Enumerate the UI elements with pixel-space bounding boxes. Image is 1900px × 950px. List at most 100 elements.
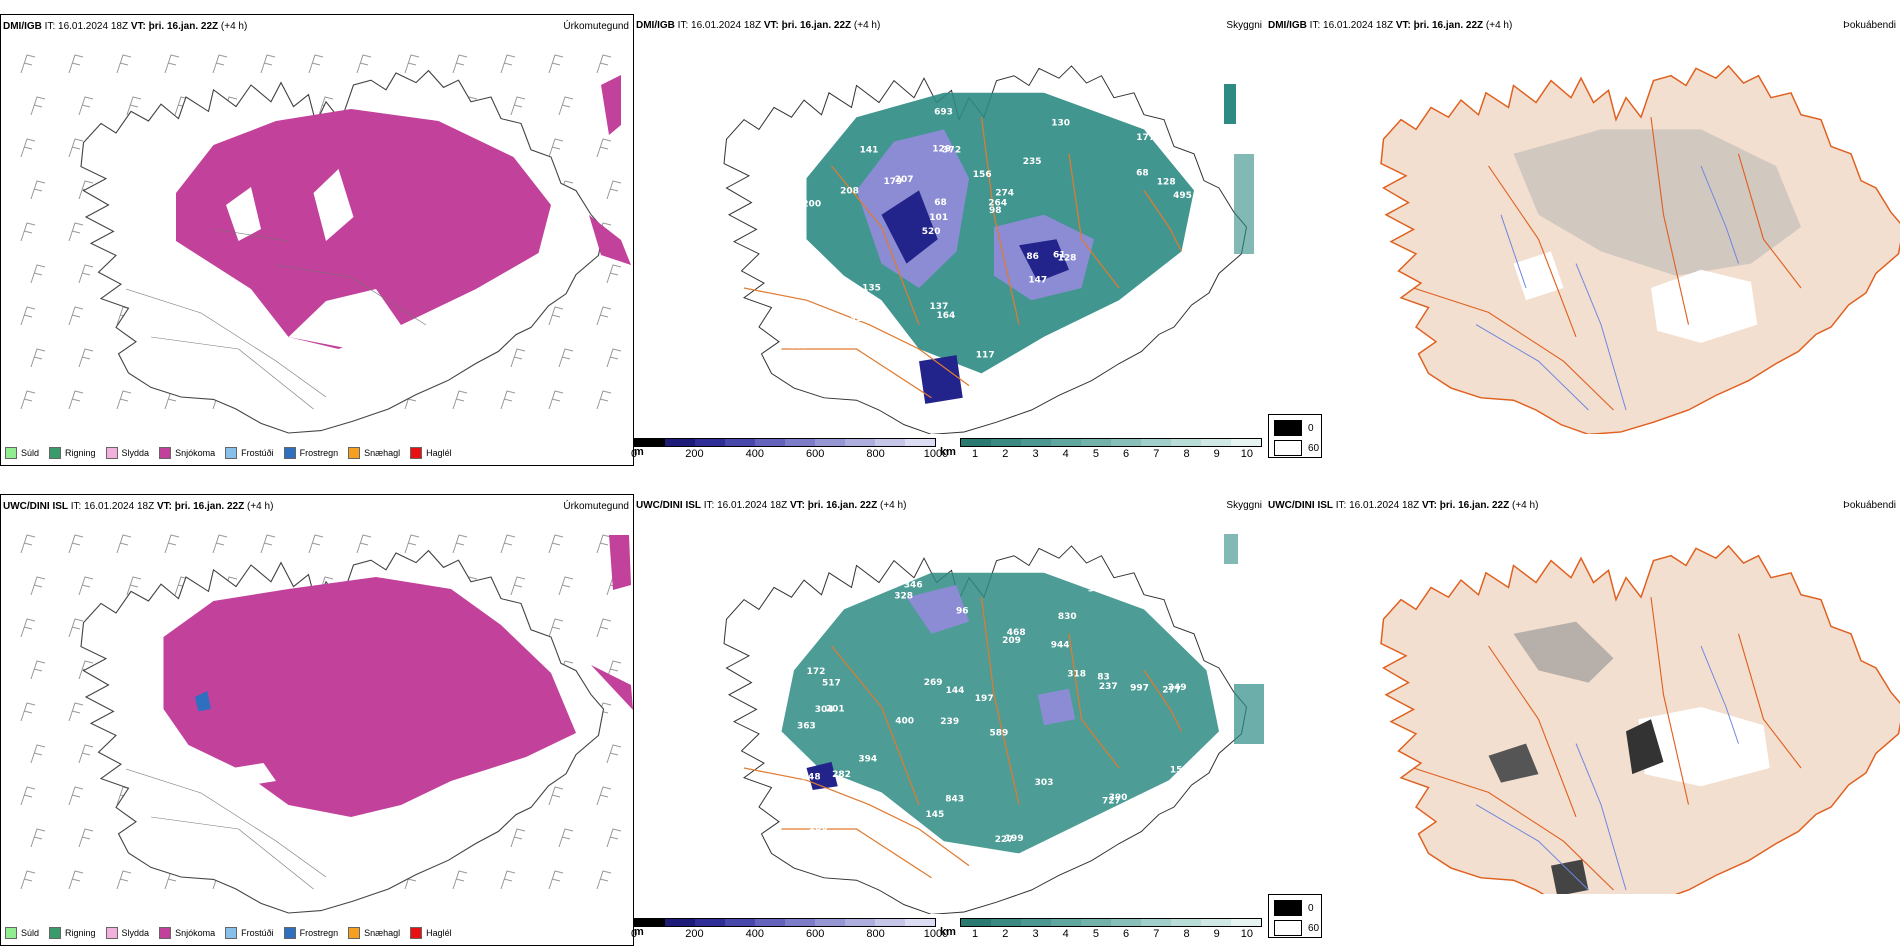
scale-segment — [1051, 439, 1081, 446]
scale-segment — [905, 919, 935, 926]
legend-swatch — [283, 447, 296, 459]
scale-tick: 1000 — [923, 448, 949, 460]
ceiling-value-label: 207 — [895, 175, 914, 185]
ceiling-value-label: 98 — [989, 206, 1002, 216]
ceiling-value-label: 853 — [786, 325, 805, 335]
ceiling-value-label: 372 — [942, 145, 961, 155]
ceiling-value-label: 128 — [1058, 254, 1077, 264]
ceiling-value-label: 197 — [975, 694, 994, 704]
scale-tick: 9 — [1213, 928, 1220, 940]
panel-title: UWC/DINI ISL IT: 16.01.2024 18Z VT: þri.… — [1268, 500, 1539, 511]
scale-segment — [875, 919, 905, 926]
scale-segment — [1171, 919, 1201, 926]
legend-item: Frostúði — [225, 927, 274, 939]
panel-precip-type-bottom: UWC/DINI ISL IT: 16.01.2024 18Z VT: þri.… — [0, 494, 634, 946]
fog-legend-bottom: 0 60 — [1268, 894, 1322, 938]
scale-segment — [1111, 439, 1141, 446]
scale-segment — [725, 919, 755, 926]
panel-name: Úrkomutegund — [563, 501, 629, 512]
scale-tick: 3 — [1032, 928, 1039, 940]
wind-barb — [308, 534, 324, 554]
ceiling-value-label: 313 — [850, 314, 869, 324]
legend-item: Súld — [5, 447, 39, 459]
wind-barb — [452, 534, 468, 554]
snow-area — [163, 577, 576, 817]
ceiling-value-label: 101 — [929, 213, 948, 223]
scale-tick: 0 — [630, 928, 638, 940]
snow-area — [176, 109, 551, 349]
wind-barb — [78, 828, 94, 848]
ceiling-value-label: 249 — [1168, 683, 1187, 693]
scale-tick: 4 — [1062, 928, 1069, 940]
wind-barb — [20, 222, 36, 242]
wind-barb — [30, 348, 46, 368]
fog-legend-top: 0 60 — [1268, 414, 1322, 458]
legend-item: Frostúði — [225, 447, 274, 459]
ceiling-labels: 346 830 277 239 589 201 241 944 363 209 197 186 328 4… — [781, 580, 1189, 845]
wind-barb — [30, 660, 46, 680]
wind-barb — [606, 744, 622, 764]
wind-barb — [510, 576, 526, 596]
scale-segment — [665, 919, 695, 926]
wind-barb — [164, 534, 180, 554]
wind-barb — [308, 54, 324, 74]
ceiling-value-label: 282 — [832, 770, 851, 780]
legend-label: Frostregn — [299, 448, 339, 458]
ceiling-value-label: 495 — [1173, 191, 1192, 201]
ceiling-unit: m — [634, 446, 644, 458]
ceiling-value-label: 208 — [840, 186, 859, 196]
scale-segment — [1231, 439, 1261, 446]
wind-barb — [500, 870, 516, 890]
ceiling-value-label: 394 — [858, 754, 877, 764]
legend-item: Rigning — [49, 927, 96, 939]
scale-tick: 0 — [630, 448, 638, 460]
scale-tick: 1000 — [923, 928, 949, 940]
wind-barb — [212, 54, 228, 74]
wind-barb — [500, 54, 516, 74]
scale-tick: 600 — [806, 928, 825, 940]
wind-barb — [558, 576, 574, 596]
scale-tick: 1 — [972, 928, 979, 940]
map-fog-top — [1380, 65, 1900, 434]
legend-label: Frostúði — [241, 928, 274, 938]
wind-barb — [78, 744, 94, 764]
panel-name: Þokuábendi — [1843, 500, 1896, 511]
scale-segment — [1171, 439, 1201, 446]
ceiling-value-label: 269 — [924, 678, 943, 688]
wind-barb — [20, 54, 36, 74]
panel-fog-bottom: UWC/DINI ISL IT: 16.01.2024 18Z VT: þri.… — [1266, 494, 1900, 894]
map-precip-top — [20, 54, 631, 434]
wind-barb — [500, 534, 516, 554]
legend-label: Súld — [21, 928, 40, 938]
wind-barb — [78, 96, 94, 116]
ceiling-value-label: 277 — [1162, 685, 1181, 695]
wind-barb — [68, 138, 84, 158]
wind-barb — [548, 390, 564, 410]
scale-segment — [755, 919, 785, 926]
legend-label: Slydda — [121, 928, 150, 938]
ceiling-value-label: 468 — [1007, 628, 1026, 638]
legend-item: Slydda — [105, 927, 150, 939]
ceiling-value-label: 274 — [995, 189, 1014, 199]
ceiling-labels: 262 200 177 520 235 311 129 156 134 207 853 313 372 2… — [786, 107, 1192, 360]
scale-segment — [785, 919, 815, 926]
wind-barb — [20, 138, 36, 158]
precip-legend: Súld Rigning Slydda Snjókoma Frostúði Frostre… — [5, 927, 452, 939]
scale-tick: 3 — [1032, 448, 1039, 460]
wind-barb — [20, 534, 36, 554]
wind-barb — [68, 306, 84, 326]
ceiling-value-label: 137 — [930, 302, 949, 312]
wind-barb — [548, 534, 564, 554]
ceiling-value-label: 241 — [795, 620, 814, 630]
scale-segment — [875, 439, 905, 446]
ceiling-value-label: 377 — [1088, 585, 1107, 595]
scale-tick: 8 — [1183, 928, 1190, 940]
wind-barb — [30, 576, 46, 596]
map-fog-bottom — [1380, 545, 1900, 894]
ceiling-value-label: 141 — [860, 146, 879, 156]
ceiling-value-label: 400 — [895, 717, 914, 727]
wind-barb — [78, 264, 94, 284]
scale-segment — [991, 919, 1021, 926]
scale-segment — [845, 919, 875, 926]
legend-item: Snæhagl — [348, 927, 400, 939]
